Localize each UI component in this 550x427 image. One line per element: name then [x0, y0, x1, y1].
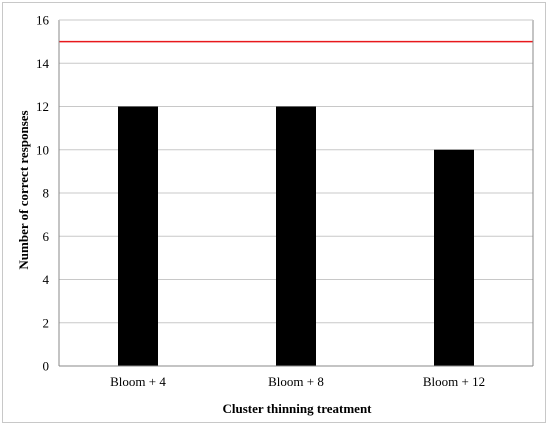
y-tick-label: 16 — [36, 13, 50, 28]
bar — [118, 106, 158, 366]
bar — [434, 149, 474, 366]
y-tick-label: 2 — [43, 315, 50, 330]
y-tick-label: 14 — [36, 56, 50, 71]
y-tick-label: 12 — [36, 99, 49, 114]
y-tick-label: 8 — [43, 186, 50, 201]
x-tick-label: Bloom + 12 — [423, 374, 485, 389]
x-axis-title: Cluster thinning treatment — [222, 401, 372, 416]
axes — [58, 19, 534, 367]
y-axis-title: Number of correct responses — [16, 110, 31, 269]
y-tick-labels: 0 2 4 6 8 10 12 14 16 — [36, 13, 50, 374]
x-tick-label: Bloom + 8 — [268, 374, 324, 389]
y-tick-label: 6 — [43, 229, 50, 244]
x-tick-label: Bloom + 4 — [110, 374, 166, 389]
y-tick-label: 0 — [43, 359, 50, 374]
y-tick-label: 10 — [36, 142, 49, 157]
y-tick-label: 4 — [43, 272, 50, 287]
x-tick-labels: Bloom + 4 Bloom + 8 Bloom + 12 — [110, 374, 485, 389]
bar — [276, 106, 316, 366]
bars — [118, 106, 474, 366]
